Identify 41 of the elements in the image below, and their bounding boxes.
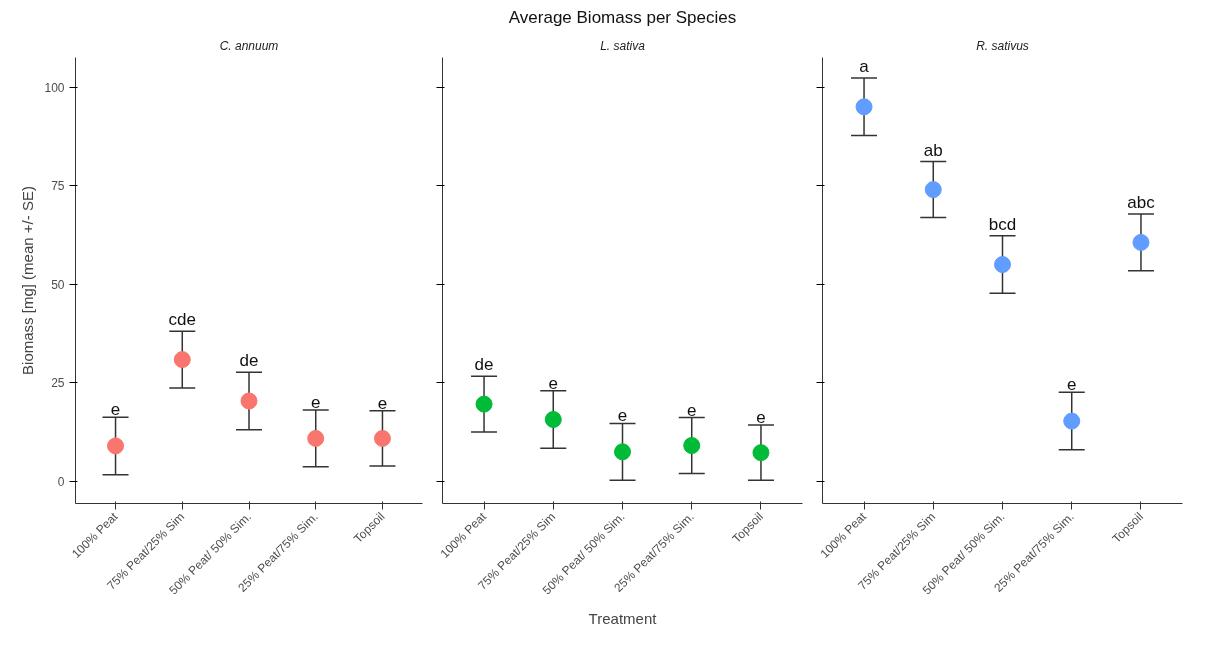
point — [173, 351, 191, 369]
chart-subtitle: R. sativus — [976, 38, 1029, 53]
data-label: cde — [168, 310, 196, 330]
data-label: bcd — [988, 214, 1017, 234]
data-label: e — [756, 408, 766, 428]
data-label: e — [617, 406, 628, 426]
point — [752, 444, 770, 462]
chart-subtitle: C. annuum — [219, 38, 279, 53]
point — [924, 181, 942, 199]
y-tick-label: 0 — [57, 474, 65, 489]
y-tick-label: 100 — [44, 80, 65, 95]
point — [307, 429, 325, 447]
x-axis-title: Treatment — [588, 610, 658, 628]
y-tick-label: 50 — [51, 277, 65, 292]
point — [373, 429, 391, 447]
point — [994, 256, 1011, 274]
point — [107, 437, 125, 455]
y-axis-title: Biomass [mg] (mean +/- SE) — [19, 186, 37, 375]
data-label: e — [687, 400, 697, 420]
data-label: e — [110, 400, 121, 420]
point — [683, 437, 701, 455]
data-label: de — [239, 351, 259, 371]
data-label: e — [377, 393, 388, 413]
data-label: e — [311, 393, 321, 413]
point — [240, 392, 258, 410]
point — [614, 443, 631, 461]
point — [544, 411, 562, 428]
data-label: a — [859, 57, 870, 77]
y-tick-label: 25 — [51, 376, 65, 391]
data-label: de — [474, 355, 494, 375]
y-tick-label: 75 — [51, 179, 65, 194]
point — [855, 98, 873, 116]
data-label: e — [548, 373, 559, 393]
point — [1063, 412, 1081, 430]
data-label: abc — [1127, 193, 1156, 213]
data-label: ab — [923, 140, 943, 160]
chart-subtitle: L. sativa — [600, 38, 646, 53]
point — [1132, 233, 1150, 251]
chart-title: Average Biomass per Species — [508, 7, 737, 27]
data-label: e — [1067, 375, 1077, 395]
point — [475, 395, 493, 413]
